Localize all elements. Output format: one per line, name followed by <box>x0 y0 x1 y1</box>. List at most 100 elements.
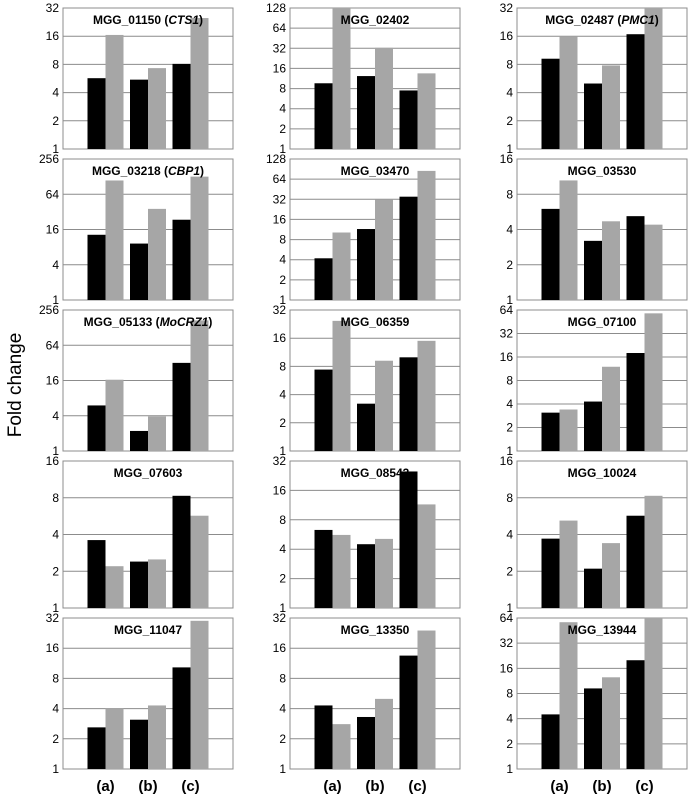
y-tick-label: 2 <box>279 416 286 430</box>
bar-dark-1 <box>541 714 560 769</box>
x-category-label: (c) <box>181 778 199 795</box>
y-tick-label: 32 <box>500 327 514 341</box>
y-tick-label: 2 <box>279 732 286 746</box>
chart-panel-10: 1 2 4 8 16 MGG_07603 <box>46 454 234 615</box>
x-category-label: (b) <box>592 778 611 795</box>
bar-dark-2 <box>584 240 602 300</box>
bar-dark-2 <box>130 243 148 300</box>
bar-light-3 <box>190 18 209 149</box>
bar-light-2 <box>375 47 393 150</box>
y-tick-label: 4 <box>279 102 286 116</box>
bar-dark-1 <box>314 369 333 451</box>
y-tick-label: 2 <box>506 564 513 578</box>
y-tick-label: 4 <box>52 258 59 272</box>
chart-panel-15: 1 2 4 8 16 32 64 MGG_13944 <box>500 611 688 776</box>
y-tick-label: 4 <box>279 702 286 716</box>
bar-light-1 <box>559 409 578 451</box>
y-tick-label: 4 <box>506 397 513 411</box>
bar-dark-1 <box>541 58 560 149</box>
y-tick-label: 32 <box>500 1 514 15</box>
y-tick-label: 8 <box>279 233 286 247</box>
bar-light-2 <box>375 199 393 300</box>
bar-light-2 <box>602 65 620 149</box>
bar-dark-2 <box>584 401 602 451</box>
bar-dark-2 <box>130 79 148 149</box>
y-tick-label: 2 <box>52 732 59 746</box>
y-tick-label: 64 <box>46 187 60 201</box>
y-tick-label: 8 <box>52 57 59 71</box>
chart-panel-11: 1 2 4 8 16 32 MGG_08543 <box>273 454 461 615</box>
y-tick-label: 16 <box>500 29 514 43</box>
chart-panel-1: 1 2 4 8 16 32 MGG_01150 (CTS1) <box>46 1 234 156</box>
y-tick-label: 8 <box>279 671 286 685</box>
bar-light-2 <box>375 698 393 769</box>
bar-dark-2 <box>130 430 148 451</box>
y-tick-label: 8 <box>52 671 59 685</box>
chart-panel-13: 1 2 4 8 16 32 MGG_11047 <box>46 611 234 776</box>
chart-panel-9: 1 2 4 8 16 32 64 MGG_07100 <box>500 303 688 458</box>
y-tick-label: 2 <box>279 572 286 586</box>
y-tick-label: 16 <box>500 350 514 364</box>
y-tick-label: 2 <box>506 258 513 272</box>
panel-title: MGG_07100 <box>568 315 637 329</box>
bar-light-3 <box>644 618 663 769</box>
y-tick-label: 2 <box>506 421 513 435</box>
y-tick-label: 16 <box>46 641 60 655</box>
y-tick-label: 8 <box>506 374 513 388</box>
y-tick-label: 4 <box>506 528 513 542</box>
y-tick-label: 64 <box>273 21 287 35</box>
bar-dark-2 <box>130 719 148 769</box>
y-tick-label: 16 <box>500 454 514 468</box>
y-tick-label: 16 <box>46 29 60 43</box>
y-tick-label: 1 <box>506 142 513 156</box>
bar-light-2 <box>602 543 620 608</box>
bar-light-3 <box>417 73 436 149</box>
bar-dark-3 <box>172 495 191 608</box>
y-tick-label: 1 <box>279 444 286 458</box>
y-tick-label: 64 <box>46 338 60 352</box>
chart-panel-7: 1 4 16 64 256 MGG_05133 (MoCRZ1) <box>39 303 234 458</box>
bar-light-3 <box>644 224 663 300</box>
bar-dark-2 <box>584 83 602 149</box>
bar-light-3 <box>644 313 663 451</box>
chart-panel-12: 1 2 4 8 16 MGG_10024 <box>500 454 688 615</box>
bar-light-3 <box>417 504 436 608</box>
y-tick-label: 16 <box>46 374 60 388</box>
y-axis-label: Fold change <box>5 333 26 438</box>
y-tick-label: 32 <box>500 636 514 650</box>
bar-light-3 <box>644 8 663 149</box>
y-tick-label: 32 <box>273 192 287 206</box>
bar-dark-1 <box>87 234 106 300</box>
bar-light-1 <box>332 534 351 608</box>
bar-dark-3 <box>626 34 645 149</box>
y-tick-label: 256 <box>39 152 59 166</box>
panel-title: MGG_05133 (MoCRZ1) <box>84 315 213 329</box>
y-tick-label: 32 <box>273 303 287 317</box>
bar-dark-2 <box>357 76 375 149</box>
y-tick-label: 32 <box>273 611 287 625</box>
bar-light-2 <box>148 208 166 300</box>
bar-dark-3 <box>399 471 418 608</box>
bar-light-1 <box>332 8 351 149</box>
bar-dark-3 <box>626 515 645 608</box>
y-tick-label: 16 <box>500 661 514 675</box>
bar-dark-1 <box>314 83 333 149</box>
x-category-label: (c) <box>635 778 653 795</box>
bar-light-2 <box>602 221 620 300</box>
bar-light-3 <box>190 320 209 451</box>
y-tick-label: 2 <box>52 564 59 578</box>
panel-title: MGG_11047 <box>114 623 182 637</box>
bar-dark-3 <box>626 353 645 451</box>
panel-title: MGG_10024 <box>568 466 637 480</box>
bar-dark-1 <box>87 78 106 149</box>
panel-title: MGG_02487 (PMC1) <box>545 13 658 27</box>
bar-light-1 <box>105 566 124 608</box>
y-tick-label: 1 <box>506 601 513 615</box>
panel-title: MGG_13944 <box>568 623 637 637</box>
bar-light-1 <box>105 34 124 149</box>
y-tick-label: 8 <box>279 82 286 96</box>
bar-dark-3 <box>399 196 418 300</box>
bar-dark-3 <box>172 63 191 149</box>
bar-dark-3 <box>399 655 418 769</box>
bar-dark-3 <box>172 219 191 300</box>
